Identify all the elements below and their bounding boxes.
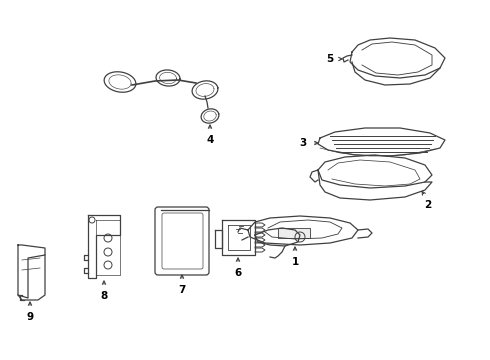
Text: 2: 2 (424, 200, 432, 210)
Text: 3: 3 (300, 138, 307, 148)
Text: 6: 6 (234, 268, 242, 278)
Text: 1: 1 (292, 257, 298, 267)
Text: 5: 5 (326, 54, 333, 64)
Text: 4: 4 (206, 135, 214, 145)
Text: 8: 8 (100, 291, 108, 301)
Text: 9: 9 (26, 312, 33, 322)
Polygon shape (278, 228, 310, 238)
Text: 7: 7 (178, 285, 186, 295)
